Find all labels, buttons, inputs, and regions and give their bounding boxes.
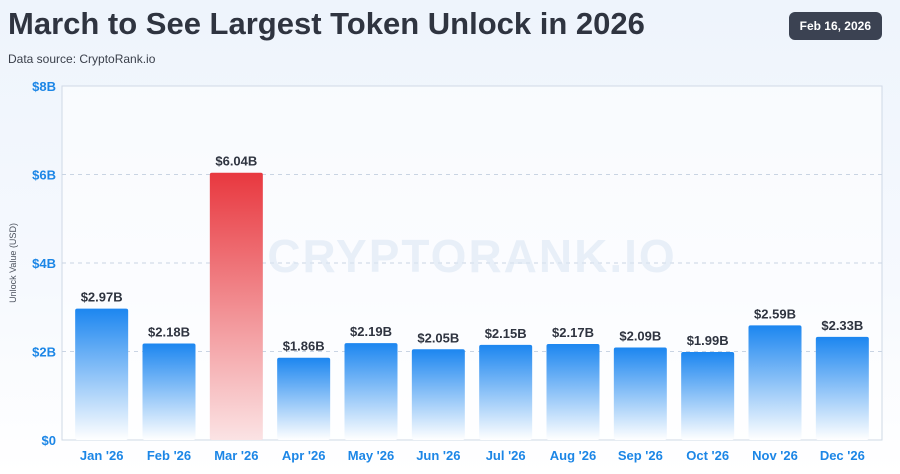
x-tick-label: Jul '26 xyxy=(486,448,526,463)
x-tick-label: Dec '26 xyxy=(820,448,865,463)
date-badge: Feb 16, 2026 xyxy=(788,12,882,40)
bar-sep-26 xyxy=(613,347,667,440)
bar-may-26 xyxy=(344,343,398,440)
x-tick-label: Mar '26 xyxy=(214,448,258,463)
bar-value-label: $1.99B xyxy=(687,333,729,348)
bar-nov-26 xyxy=(748,325,802,440)
bar-jun-26 xyxy=(411,349,465,440)
y-tick-label: $2B xyxy=(32,345,56,360)
x-tick-label: Apr '26 xyxy=(282,448,326,463)
x-tick-label: Aug '26 xyxy=(550,448,596,463)
bar-dec-26 xyxy=(815,336,869,440)
chart-title: March to See Largest Token Unlock in 202… xyxy=(8,6,645,41)
bar-mar-26 xyxy=(209,172,263,441)
bar-aug-26 xyxy=(546,343,600,440)
bar-apr-26 xyxy=(277,357,331,440)
bar-value-label: $2.17B xyxy=(552,325,594,340)
bar-value-label: $1.86B xyxy=(283,339,325,354)
x-tick-label: Jan '26 xyxy=(80,448,124,463)
y-axis-label: Unlock Value (USD) xyxy=(8,223,18,303)
y-tick-label: $8B xyxy=(32,79,56,94)
bar-feb-26 xyxy=(142,343,196,440)
bar-value-label: $2.19B xyxy=(350,324,392,339)
bar-value-label: $2.05B xyxy=(417,330,459,345)
x-tick-label: Feb '26 xyxy=(147,448,191,463)
bar-oct-26 xyxy=(681,351,735,440)
x-tick-label: Oct '26 xyxy=(686,448,729,463)
x-tick-label: Sep '26 xyxy=(618,448,663,463)
bar-value-label: $2.97B xyxy=(81,290,123,305)
x-tick-label: Nov '26 xyxy=(752,448,798,463)
watermark: CRYPTORANK.IO xyxy=(267,230,676,282)
bar-value-label: $2.18B xyxy=(148,325,190,340)
bar-value-label: $2.09B xyxy=(619,329,661,344)
bar-jul-26 xyxy=(479,344,533,440)
y-tick-label: $6B xyxy=(32,168,56,183)
bar-value-label: $2.15B xyxy=(485,326,527,341)
y-tick-label: $4B xyxy=(32,256,56,271)
bar-value-label: $2.33B xyxy=(821,318,863,333)
y-tick-label: $0 xyxy=(42,433,56,448)
data-source: Data source: CryptoRank.io xyxy=(8,52,156,66)
bar-value-label: $6.04B xyxy=(215,154,257,169)
bar-value-label: $2.59B xyxy=(754,306,796,321)
x-tick-label: Jun '26 xyxy=(416,448,460,463)
bar-jan-26 xyxy=(75,308,129,440)
x-tick-label: May '26 xyxy=(348,448,394,463)
